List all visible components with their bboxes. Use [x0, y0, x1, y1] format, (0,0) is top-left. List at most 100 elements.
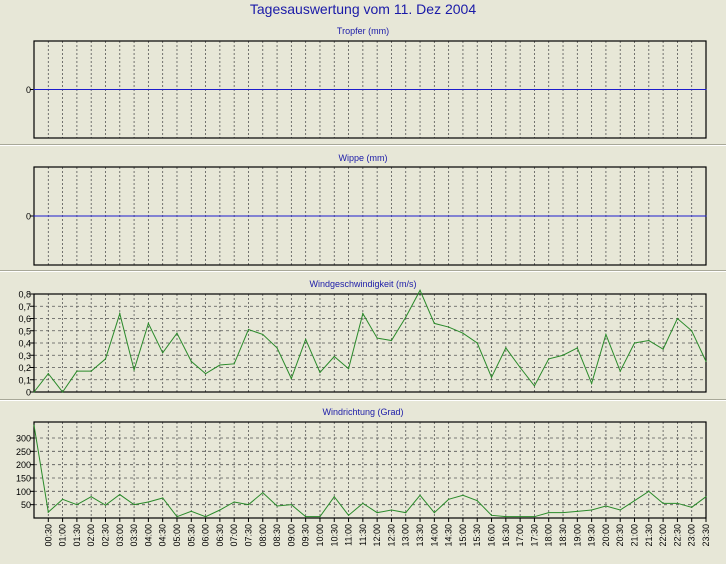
x-tick-label: 05:00 — [172, 524, 182, 547]
panel-separator — [0, 399, 726, 401]
data-point — [262, 215, 264, 217]
data-point — [562, 215, 564, 217]
data-point — [276, 347, 278, 349]
data-point — [633, 88, 636, 91]
data-point — [162, 497, 164, 499]
data-point — [648, 339, 650, 342]
x-tick-label: 15:00 — [458, 524, 468, 547]
data-point — [333, 215, 335, 217]
data-point — [176, 215, 178, 217]
y-tick-label: 300 — [16, 434, 31, 444]
data-point — [576, 347, 578, 349]
data-point — [204, 88, 207, 91]
data-point — [347, 215, 350, 217]
x-tick-label: 23:00 — [687, 524, 697, 547]
data-point — [490, 215, 493, 217]
data-point — [619, 370, 621, 372]
x-tick-label: 05:30 — [186, 524, 196, 547]
x-tick-label: 21:00 — [630, 524, 640, 547]
x-tick-label: 17:00 — [515, 524, 525, 547]
data-point — [119, 88, 121, 91]
data-point — [347, 514, 350, 516]
data-point — [33, 215, 35, 217]
data-point — [533, 215, 536, 217]
x-tick-label: 18:30 — [558, 524, 568, 547]
data-point — [219, 364, 221, 366]
data-point — [476, 500, 478, 502]
x-tick-label: 11:30 — [358, 524, 368, 546]
data-point — [33, 424, 35, 426]
x-tick-label: 23:30 — [701, 524, 711, 547]
data-point — [147, 88, 149, 91]
x-tick-label: 13:00 — [401, 524, 411, 547]
data-point — [33, 391, 35, 393]
y-tick-label: 0,3 — [18, 351, 31, 361]
data-point — [219, 509, 221, 511]
data-point — [562, 354, 564, 356]
data-point — [462, 332, 464, 334]
data-point — [705, 496, 707, 498]
data-point — [605, 333, 607, 336]
x-tick-label: 17:30 — [529, 524, 539, 547]
data-point — [104, 358, 107, 360]
chart-panel-1: Tropfer (mm) 0 — [26, 26, 707, 139]
x-tick-label: 15:30 — [472, 524, 482, 547]
data-point — [662, 502, 664, 504]
data-point — [104, 504, 107, 506]
data-point — [519, 366, 521, 369]
data-point — [233, 215, 235, 217]
chart-title: Windgeschwindigkeit (m/s) — [309, 279, 416, 289]
data-point — [476, 88, 478, 91]
data-point — [505, 88, 507, 91]
x-tick-label: 22:00 — [658, 524, 668, 547]
x-tick-label: 14:00 — [429, 524, 439, 547]
data-point — [462, 88, 464, 91]
y-tick-label: 0,4 — [18, 339, 31, 349]
data-point — [47, 373, 49, 375]
x-tick-label: 08:30 — [272, 524, 282, 547]
data-point — [605, 88, 607, 91]
data-point — [619, 215, 621, 217]
y-tick-label: 100 — [16, 487, 31, 497]
data-point — [290, 504, 292, 506]
data-point — [333, 355, 335, 358]
data-point — [104, 88, 107, 91]
data-point — [548, 215, 550, 217]
x-tick-label: 04:30 — [158, 524, 168, 547]
data-point — [648, 490, 650, 492]
data-point — [433, 215, 435, 217]
data-point — [319, 88, 321, 91]
data-point — [133, 88, 135, 91]
chart-title: Wippe (mm) — [339, 153, 388, 163]
data-point — [405, 88, 407, 91]
data-point — [433, 512, 435, 514]
data-point — [47, 88, 49, 91]
data-point — [533, 516, 536, 518]
data-point — [290, 377, 292, 380]
data-point — [33, 88, 35, 91]
data-point — [533, 88, 536, 91]
data-point — [362, 313, 364, 315]
data-point — [133, 369, 135, 371]
y-tick-label: 0,7 — [18, 302, 31, 312]
data-point — [176, 516, 178, 518]
y-tick-label: 200 — [16, 460, 31, 470]
y-tick-label: 0,5 — [18, 326, 31, 336]
plot-area — [33, 421, 707, 519]
data-point — [448, 88, 450, 91]
x-tick-label: 03:30 — [129, 524, 139, 547]
x-tick-label: 12:30 — [386, 524, 396, 547]
data-point — [448, 215, 450, 217]
data-point — [333, 88, 335, 91]
data-point — [162, 352, 164, 354]
data-point — [90, 370, 92, 372]
data-point — [533, 385, 536, 387]
data-point — [76, 215, 78, 217]
data-point — [476, 215, 478, 217]
data-point — [276, 505, 278, 507]
data-point — [591, 215, 593, 217]
y-tick-label: 0,1 — [18, 375, 31, 385]
y-tick-label: 0 — [26, 212, 31, 222]
data-point — [233, 88, 235, 91]
x-tick-label: 02:00 — [86, 524, 96, 547]
